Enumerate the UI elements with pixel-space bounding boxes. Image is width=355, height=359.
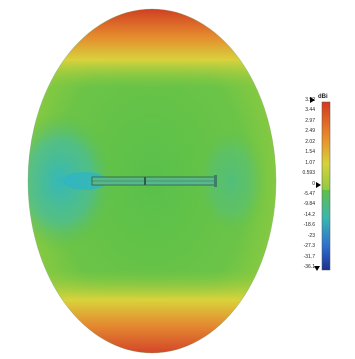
legend-unit-label: dBi bbox=[318, 94, 328, 100]
legend-tick-label: 3.44 bbox=[305, 107, 315, 114]
legend-tick-label: -5.47 bbox=[303, 190, 315, 197]
legend-tick-label: 0.593 bbox=[302, 170, 315, 177]
legend-tick-label: -9.84 bbox=[303, 201, 315, 208]
legend-zero-marker-icon bbox=[316, 182, 321, 188]
pattern-outline bbox=[27, 8, 277, 354]
legend-tick-label: -23 bbox=[307, 232, 315, 239]
legend-tick-label: 2.97 bbox=[305, 117, 315, 124]
left-null-region bbox=[28, 111, 115, 251]
legend-tick-label: 1.54 bbox=[305, 149, 315, 156]
legend-tick-label: 2.02 bbox=[305, 138, 315, 145]
bottom-lobe-region bbox=[28, 270, 276, 353]
legend-tick-label: 2.49 bbox=[305, 128, 315, 135]
right-null-region bbox=[197, 126, 267, 236]
legend-tick-label: 0 bbox=[312, 180, 315, 187]
legend-tick-label: -31.7 bbox=[303, 253, 315, 260]
legend-min-marker-icon bbox=[314, 266, 320, 271]
legend-tick-label: 1.07 bbox=[305, 159, 315, 166]
top-lobe-region bbox=[28, 9, 276, 88]
legend-tick-label: -36.1 bbox=[303, 264, 315, 270]
legend-tick-label: -14.2 bbox=[303, 211, 315, 218]
feed-cone-region bbox=[63, 172, 107, 190]
legend-tick-label: -18.6 bbox=[303, 222, 315, 229]
legend-max-marker-icon bbox=[310, 97, 315, 103]
legend-colorbar bbox=[321, 101, 331, 271]
antenna-model bbox=[91, 175, 217, 187]
legend-tick-label: -27.3 bbox=[303, 243, 315, 250]
